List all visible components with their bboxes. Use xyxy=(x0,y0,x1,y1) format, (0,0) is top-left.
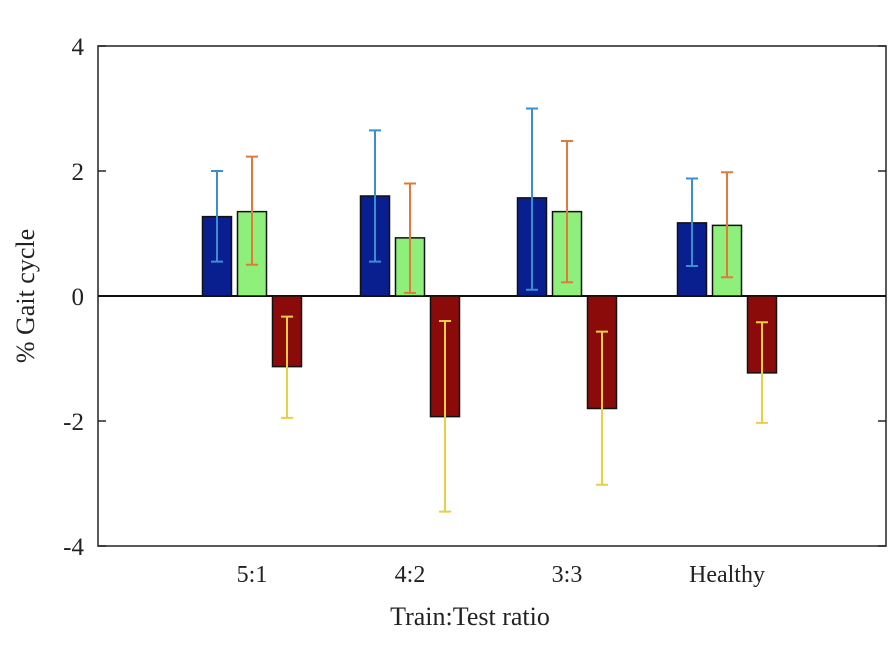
x-tick-label: Healthy xyxy=(689,562,765,588)
y-axis-title: % Gait cycle xyxy=(11,229,40,363)
x-tick-label: 5:1 xyxy=(237,562,268,588)
x-axis-title: Train:Test ratio xyxy=(390,602,550,631)
y-tick-label: -4 xyxy=(63,534,84,561)
x-tick-label: 3:3 xyxy=(552,562,583,588)
y-tick-label: -2 xyxy=(63,409,84,436)
y-tick-label: 2 xyxy=(72,159,85,186)
y-tick-label: 4 xyxy=(72,34,85,61)
y-tick-label: 0 xyxy=(72,284,85,311)
x-tick-label: 4:2 xyxy=(395,562,426,588)
